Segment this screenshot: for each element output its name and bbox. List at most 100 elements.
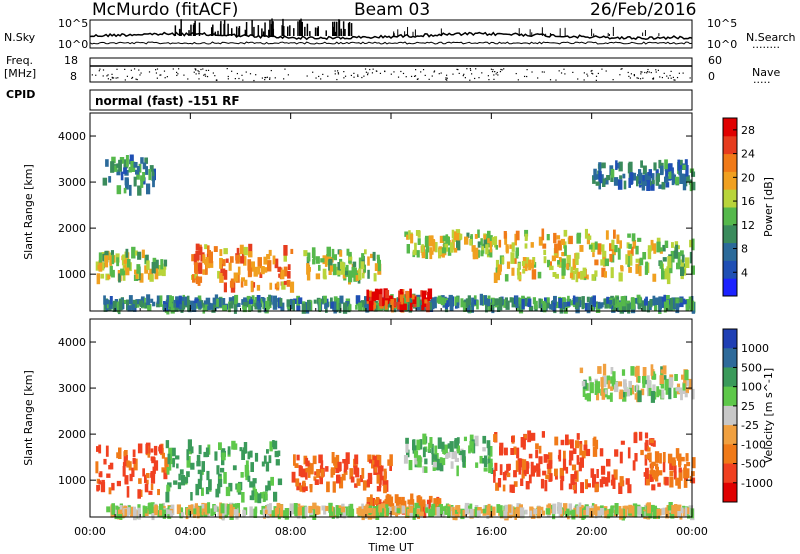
scatter-cell bbox=[366, 289, 370, 302]
scatter-cell bbox=[326, 254, 329, 260]
nave-dot bbox=[619, 74, 621, 76]
scatter-cell bbox=[621, 296, 626, 307]
scatter-cell bbox=[428, 508, 433, 515]
scatter-cell bbox=[320, 258, 325, 263]
x-tick-label: 12:00 bbox=[375, 525, 407, 538]
nave-dots: ..... bbox=[753, 73, 771, 86]
scatter-cell bbox=[524, 243, 528, 249]
scatter-cell bbox=[657, 508, 662, 516]
nave-dot bbox=[414, 75, 417, 77]
scatter-cell bbox=[454, 231, 457, 241]
scatter-cell bbox=[560, 238, 565, 245]
scatter-cell bbox=[318, 301, 322, 312]
scatter-cell bbox=[266, 254, 271, 260]
scatter-cell bbox=[98, 252, 102, 263]
scatter-cell bbox=[545, 508, 550, 515]
scatter-cell bbox=[269, 441, 273, 452]
scatter-cell bbox=[499, 305, 503, 311]
scatter-cell bbox=[683, 467, 687, 479]
scatter-cell bbox=[186, 449, 189, 461]
scatter-cell bbox=[633, 172, 637, 181]
scatter-cell bbox=[369, 477, 373, 484]
scatter-cell bbox=[370, 497, 373, 508]
scatter-cell bbox=[426, 499, 431, 507]
scatter-cell bbox=[511, 267, 515, 276]
scatter-cell bbox=[421, 244, 424, 256]
scatter-cell bbox=[562, 302, 568, 307]
nave-dot bbox=[637, 77, 639, 79]
scatter-cell bbox=[669, 462, 674, 471]
nave-dot bbox=[678, 72, 680, 74]
scatter-cell bbox=[525, 467, 529, 474]
scatter-cell bbox=[96, 478, 100, 484]
scatter-cell bbox=[421, 252, 426, 259]
scatter-cell bbox=[194, 274, 198, 279]
scatter-cell bbox=[259, 272, 263, 278]
scatter-cell bbox=[249, 267, 253, 277]
scatter-cell bbox=[659, 375, 664, 384]
scatter-cell bbox=[377, 259, 381, 272]
nave-dot bbox=[555, 79, 557, 81]
nave-dot bbox=[327, 75, 329, 77]
scatter-cell bbox=[315, 256, 320, 264]
nave-dot bbox=[320, 78, 322, 80]
scatter-cell bbox=[144, 483, 148, 491]
scatter-cell bbox=[124, 509, 127, 517]
scatter-cell bbox=[307, 299, 310, 310]
scatter-cell bbox=[212, 297, 217, 305]
scatter-cell bbox=[606, 395, 612, 400]
scatter-cell bbox=[116, 452, 120, 459]
scatter-cell bbox=[313, 476, 317, 481]
scatter-cell bbox=[340, 261, 344, 270]
nave-dot bbox=[207, 69, 210, 71]
scatter-cell bbox=[618, 272, 623, 282]
scatter-cell bbox=[107, 274, 111, 280]
scatter-cell bbox=[248, 243, 253, 253]
scatter-cell bbox=[538, 445, 542, 454]
scatter-cell bbox=[279, 298, 283, 307]
scatter-cell bbox=[647, 375, 650, 384]
scatter-cell bbox=[145, 166, 148, 171]
scatter-cell bbox=[190, 492, 193, 501]
nave-dot bbox=[481, 72, 483, 74]
scatter-cell bbox=[581, 381, 586, 387]
scatter-cell bbox=[269, 282, 273, 290]
scatter-cell bbox=[393, 302, 397, 307]
scatter-cell bbox=[621, 369, 626, 376]
scatter-cell bbox=[257, 302, 262, 310]
scatter-cell bbox=[129, 473, 133, 482]
scatter-cell bbox=[307, 462, 311, 472]
scatter-cell bbox=[204, 503, 209, 515]
scatter-cell bbox=[205, 257, 210, 269]
scatter-cell bbox=[563, 503, 568, 515]
scatter-cell bbox=[197, 478, 202, 490]
scatter-cell bbox=[299, 485, 304, 492]
scatter-cell bbox=[522, 468, 525, 478]
nave-dot bbox=[91, 74, 93, 76]
scatter-cell bbox=[198, 512, 204, 517]
nave-dot bbox=[650, 71, 652, 74]
scatter-cell bbox=[148, 506, 152, 511]
scatter-cell bbox=[411, 294, 415, 300]
nave-dot bbox=[160, 74, 162, 76]
scatter-cell bbox=[412, 296, 417, 304]
nave-dot bbox=[95, 74, 97, 76]
scatter-cell bbox=[154, 504, 158, 516]
scatter-cell bbox=[673, 471, 677, 480]
scatter-cell bbox=[631, 233, 636, 242]
scatter-cell bbox=[410, 233, 414, 244]
scatter-cell bbox=[685, 299, 690, 311]
scatter-cell bbox=[644, 432, 649, 439]
scatter-cell bbox=[663, 294, 666, 306]
scatter-cell bbox=[554, 436, 559, 446]
scatter-cell bbox=[563, 229, 568, 237]
scatter-cell bbox=[361, 253, 365, 260]
scatter-cell bbox=[610, 376, 615, 384]
scatter-cell bbox=[384, 498, 389, 507]
scatter-cell bbox=[192, 274, 196, 283]
scatter-cell bbox=[524, 297, 527, 307]
scatter-cell bbox=[129, 154, 134, 165]
scatter-cell bbox=[511, 297, 516, 308]
scatter-cell bbox=[598, 171, 602, 183]
scatter-cell bbox=[341, 473, 346, 481]
